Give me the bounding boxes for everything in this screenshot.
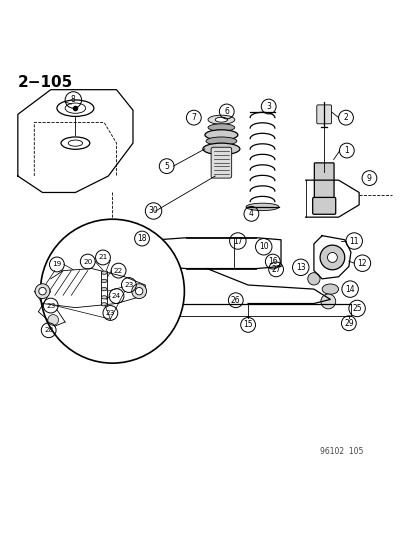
Text: 6: 6 xyxy=(224,107,229,116)
Ellipse shape xyxy=(207,115,234,124)
Text: 22: 22 xyxy=(114,268,123,273)
Text: 96102  105: 96102 105 xyxy=(319,447,362,456)
Text: 17: 17 xyxy=(233,237,242,246)
Text: 7: 7 xyxy=(191,113,196,122)
Text: 11: 11 xyxy=(349,237,358,246)
Text: 26: 26 xyxy=(230,296,240,305)
Circle shape xyxy=(327,253,337,262)
Text: 8: 8 xyxy=(71,95,76,104)
Text: 23: 23 xyxy=(46,303,55,309)
Text: 5: 5 xyxy=(164,161,169,171)
Ellipse shape xyxy=(101,279,107,282)
Circle shape xyxy=(135,287,142,295)
Ellipse shape xyxy=(245,203,278,211)
Text: 12: 12 xyxy=(357,259,366,268)
Circle shape xyxy=(307,273,319,285)
Text: 21: 21 xyxy=(98,254,107,261)
Circle shape xyxy=(40,219,184,363)
Ellipse shape xyxy=(101,271,107,274)
Circle shape xyxy=(320,294,335,309)
Text: 16: 16 xyxy=(267,257,277,266)
Ellipse shape xyxy=(101,296,107,299)
Text: 28: 28 xyxy=(44,327,53,333)
Ellipse shape xyxy=(101,287,107,291)
Text: 4: 4 xyxy=(248,209,253,219)
Text: 9: 9 xyxy=(366,174,371,183)
Text: 19: 19 xyxy=(52,262,62,268)
FancyBboxPatch shape xyxy=(312,197,335,214)
Ellipse shape xyxy=(207,124,234,131)
Text: 23: 23 xyxy=(124,282,133,288)
Circle shape xyxy=(39,287,46,295)
Ellipse shape xyxy=(321,284,338,294)
Text: 25: 25 xyxy=(351,304,361,313)
Text: 24: 24 xyxy=(112,293,121,299)
FancyBboxPatch shape xyxy=(313,163,333,201)
Text: 14: 14 xyxy=(344,285,354,294)
Text: 23: 23 xyxy=(105,310,115,316)
Text: 2−105: 2−105 xyxy=(18,75,73,90)
Circle shape xyxy=(319,245,344,270)
FancyBboxPatch shape xyxy=(211,147,231,178)
Ellipse shape xyxy=(202,143,239,155)
Text: 20: 20 xyxy=(83,259,92,264)
Ellipse shape xyxy=(215,117,227,122)
Ellipse shape xyxy=(204,130,237,140)
Text: 18: 18 xyxy=(137,234,147,243)
Text: 15: 15 xyxy=(243,320,252,329)
Text: 1: 1 xyxy=(344,146,348,155)
Circle shape xyxy=(35,284,50,298)
Circle shape xyxy=(131,284,146,298)
Ellipse shape xyxy=(206,137,236,145)
Text: 3: 3 xyxy=(266,102,271,111)
Circle shape xyxy=(48,314,58,325)
FancyBboxPatch shape xyxy=(316,105,331,124)
Text: 27: 27 xyxy=(271,265,280,274)
Text: 10: 10 xyxy=(258,243,268,251)
Text: 2: 2 xyxy=(343,113,347,122)
Ellipse shape xyxy=(101,303,107,306)
Text: 13: 13 xyxy=(295,263,305,272)
Text: 30: 30 xyxy=(148,206,158,215)
Text: 29: 29 xyxy=(343,319,353,328)
